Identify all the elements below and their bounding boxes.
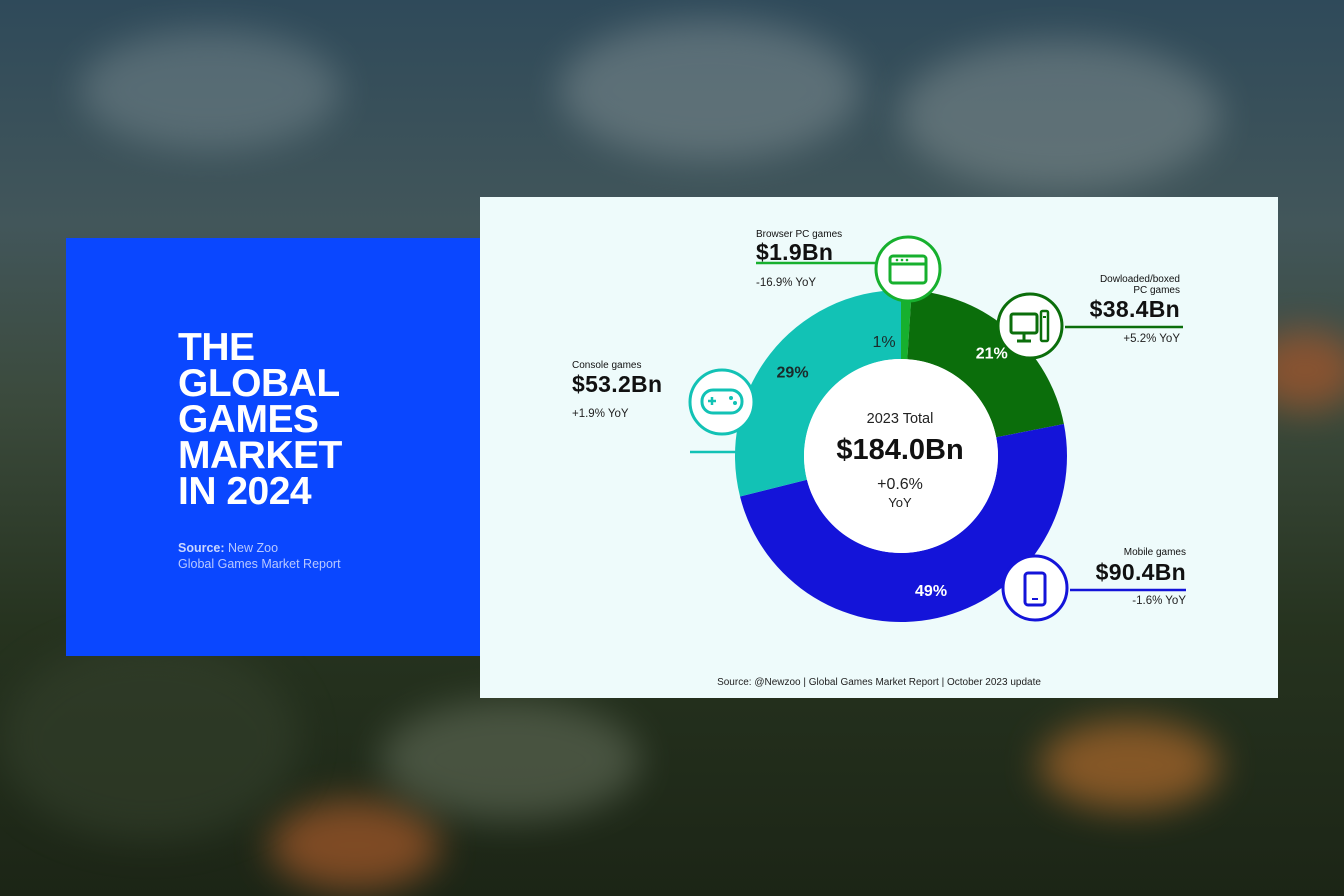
browser-window-icon — [874, 235, 942, 303]
browser-value: $1.9Bn — [756, 239, 834, 265]
downloaded-category-label: Dowloaded/boxed PC games — [1100, 274, 1180, 296]
mobile-category-label: Mobile games — [1123, 547, 1186, 558]
headline-line: IN 2024 — [178, 470, 312, 513]
headline-line: GAMES — [178, 398, 319, 441]
downloaded-category-line: Dowloaded/boxed — [1099, 274, 1180, 285]
slice-percent-label: 49% — [915, 583, 947, 600]
slice-percent-label: 21% — [976, 346, 1008, 363]
downloaded-category-line: PC games — [1133, 285, 1180, 296]
title-card: THE GLOBAL GAMES MARKET IN 2024 Source: … — [66, 238, 480, 656]
headline-line: MARKET — [178, 434, 342, 477]
gamepad-icon — [688, 368, 756, 436]
donut-slice — [740, 424, 1067, 623]
browser-category-label: Browser PC games — [756, 229, 843, 240]
source-name: New Zoo — [228, 541, 279, 555]
downloaded-yoy: +5.2% YoY — [1123, 333, 1180, 345]
center-title: 2023 Total — [866, 411, 934, 427]
browser-yoy: -16.9% YoY — [756, 277, 817, 289]
smartphone-icon — [1001, 554, 1069, 622]
donut-chart: 1% 21% 49% 29% — [688, 235, 1186, 623]
headline: THE GLOBAL GAMES MARKET IN 2024 — [178, 326, 478, 513]
headline-line: GLOBAL — [178, 362, 340, 405]
donut-slice — [907, 290, 1064, 438]
chart-panel: 1% 21% 49% 29% 2023 Total $184.0Bn +0.6% Yo… — [480, 197, 1278, 698]
desktop-pc-icon — [996, 292, 1064, 360]
chart-footer-source: Source: @Newzoo | Global Games Market Re… — [717, 677, 1041, 688]
mobile-value: $90.4Bn — [1095, 559, 1186, 585]
center-total: $184.0Bn — [836, 434, 964, 466]
donut-center — [804, 359, 998, 553]
console-value: $53.2Bn — [572, 371, 663, 397]
mobile-yoy: -1.6% YoY — [1132, 595, 1186, 607]
slice-percent-label: 29% — [777, 364, 809, 381]
source-prefix: Source: — [178, 541, 225, 555]
source-credit: Source: New Zoo Global Games Market Repo… — [178, 540, 341, 572]
donut-slice — [901, 290, 912, 360]
slice-percent-label: 1% — [872, 334, 895, 351]
center-change: +0.6% — [877, 476, 923, 493]
console-category-label: Console games — [572, 360, 642, 371]
downloaded-value: $38.4Bn — [1089, 296, 1180, 322]
donut-slice — [735, 290, 901, 497]
center-change-unit: YoY — [888, 495, 912, 510]
headline-line: THE — [178, 326, 255, 369]
console-yoy: +1.9% YoY — [572, 408, 629, 420]
source-report: Global Games Market Report — [178, 557, 341, 571]
